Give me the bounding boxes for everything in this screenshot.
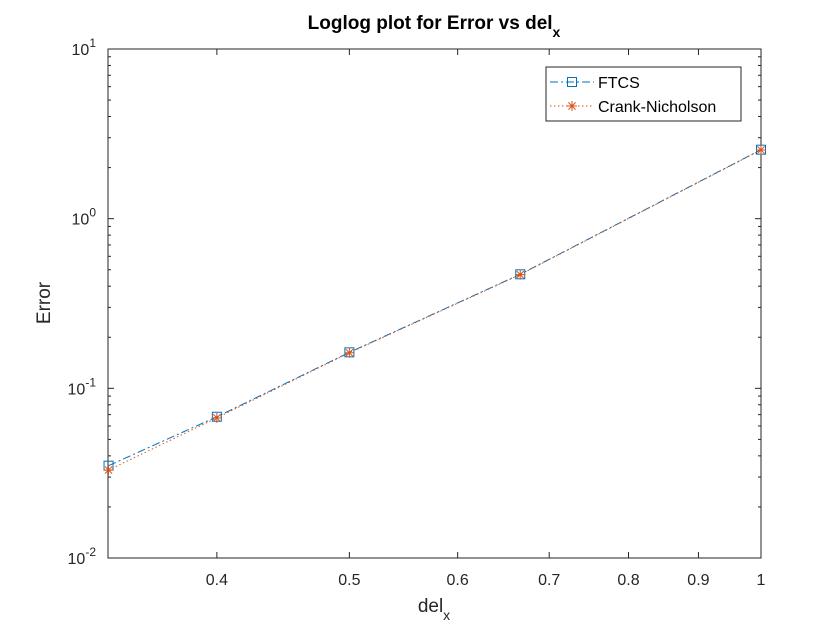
x-axis-label: delx: [418, 596, 450, 623]
data-point-asterisk-marker: [567, 101, 577, 111]
series-layer: [103, 144, 766, 476]
x-axis-label-subscript: x: [443, 607, 450, 623]
y-tick-label: 101: [72, 36, 97, 59]
data-point-asterisk-marker: [756, 144, 766, 155]
data-point-asterisk-marker: [515, 269, 526, 280]
legend-label: FTCS: [598, 75, 640, 92]
x-tick-label: 0.8: [617, 572, 639, 589]
chart-title: Loglog plot for Error vs delx: [308, 13, 561, 40]
x-tick-label: 0.5: [338, 572, 360, 589]
data-point-square-marker: [567, 77, 577, 87]
data-point-asterisk-marker: [344, 347, 355, 358]
y-tick-label: 10-1: [68, 375, 97, 398]
legend-box: [545, 66, 742, 122]
x-tick-label: 0.9: [687, 572, 709, 589]
plot-area: [107, 48, 762, 559]
chart-title-subscript: x: [553, 24, 561, 40]
chart-title-main: Loglog plot for Error vs del: [308, 13, 553, 34]
legend: FTCS Crank-Nicholson: [545, 66, 742, 122]
x-tick-label: 0.4: [206, 572, 228, 589]
x-tick-label: 1: [757, 572, 766, 589]
x-tick-label: 0.7: [538, 572, 560, 589]
data-point-asterisk-marker: [103, 465, 114, 476]
series-line: [108, 149, 762, 471]
y-tick-label: 100: [72, 206, 97, 229]
legend-entry: FTCS: [550, 75, 640, 92]
legend-label: Crank-Nicholson: [598, 99, 716, 116]
x-tick-label: 0.6: [447, 572, 469, 589]
y-tick-label: 10-2: [68, 545, 97, 568]
legend-entry: Crank-Nicholson: [550, 99, 716, 116]
data-point-asterisk-marker: [211, 412, 222, 423]
y-axis-label: Error: [34, 281, 55, 324]
series-line: [108, 149, 762, 467]
x-axis-label-main: del: [418, 596, 443, 617]
series-crank-nicholson: [103, 144, 766, 476]
axes: 0.4 0.5 0.6 0.7 0.8 0.9 1 10-2 10-1 100 101: [68, 36, 766, 589]
